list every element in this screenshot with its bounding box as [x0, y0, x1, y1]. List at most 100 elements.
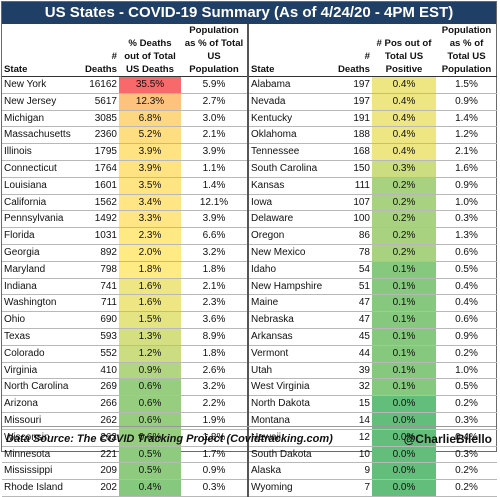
- table-row: Montana 14 0.0% 0.3%: [248, 412, 497, 430]
- population-cell: 1.4%: [436, 110, 497, 128]
- population-cell: 0.9%: [436, 93, 497, 111]
- population-cell: 3.2%: [181, 378, 247, 397]
- deaths-cell: 552: [78, 345, 119, 363]
- deaths-cell: 197: [330, 76, 372, 94]
- deaths-cell: 47: [330, 311, 372, 329]
- pct-cell: 0.4%: [372, 110, 436, 128]
- population-cell: 0.5%: [436, 378, 497, 397]
- deaths-cell: 51: [330, 278, 372, 296]
- pct-cell: 0.2%: [372, 227, 436, 245]
- population-cell: 1.5%: [436, 76, 497, 94]
- state-cell: Hawaii: [248, 429, 330, 447]
- data-source-text: Data Source: The COVID Tracking Project …: [6, 433, 333, 445]
- population-cell: 12.1%: [181, 194, 247, 212]
- state-cell: Kansas: [248, 177, 330, 195]
- population-cell: 1.8%: [181, 429, 247, 447]
- deaths-cell: 269: [78, 378, 119, 397]
- pct-cell: 0.1%: [372, 362, 436, 380]
- state-cell: North Carolina: [2, 378, 78, 397]
- column-header-deaths: # Deaths: [330, 24, 372, 77]
- table-row: New Jersey 5617 12.3% 2.7%: [2, 93, 247, 111]
- footer: Data Source: The COVID Tracking Project …: [2, 426, 496, 451]
- pct-cell: 0.2%: [372, 210, 436, 229]
- population-cell: 2.7%: [181, 93, 247, 111]
- state-cell: Wyoming: [248, 479, 330, 497]
- table-row: West Virginia 32 0.1% 0.5%: [248, 378, 497, 397]
- population-cell: 1.0%: [436, 194, 497, 212]
- left-header-row: State # Deaths % Deaths out of Total US …: [2, 24, 247, 77]
- deaths-cell: 262: [78, 429, 119, 447]
- state-cell: Mississippi: [2, 462, 78, 481]
- author-handle: @CharlieBilello: [403, 432, 492, 446]
- column-header-pct-positive: # Pos out of Total US Positive: [372, 24, 436, 77]
- state-cell: Rhode Island: [2, 479, 78, 497]
- table-row: Colorado 552 1.2% 1.8%: [2, 345, 247, 363]
- deaths-cell: 1562: [78, 194, 119, 212]
- deaths-cell: 78: [330, 244, 372, 262]
- table-row: North Carolina 269 0.6% 3.2%: [2, 378, 247, 397]
- deaths-cell: 44: [330, 345, 372, 363]
- state-cell: Pennsylvania: [2, 210, 78, 229]
- pct-cell: 3.3%: [119, 210, 181, 229]
- deaths-cell: 15: [330, 395, 372, 413]
- pct-cell: 35.5%: [119, 76, 181, 94]
- pct-cell: 3.5%: [119, 177, 181, 195]
- deaths-cell: 3085: [78, 110, 119, 128]
- population-cell: 2.6%: [181, 362, 247, 380]
- table-row: Alaska 9 0.0% 0.2%: [248, 462, 497, 481]
- pct-cell: 2.3%: [119, 227, 181, 245]
- pct-cell: 0.9%: [119, 362, 181, 380]
- table-row: Alabama 197 0.4% 1.5%: [248, 76, 497, 94]
- pct-cell: 0.0%: [372, 462, 436, 481]
- table-row: Florida 1031 2.3% 6.6%: [2, 227, 247, 245]
- pct-cell: 0.2%: [372, 244, 436, 262]
- deaths-cell: 1764: [78, 160, 119, 178]
- column-header-population: Population as % of Total US Population: [181, 24, 247, 77]
- right-table-body: Alabama 197 0.4% 1.5% Nevada 197 0.4% 0.9% Kentu…: [248, 76, 497, 497]
- population-cell: 1.6%: [436, 160, 497, 178]
- population-cell: 2.2%: [181, 395, 247, 413]
- pct-cell: 1.6%: [119, 278, 181, 296]
- table-row: Nebraska 47 0.1% 0.6%: [248, 311, 497, 329]
- pct-cell: 3.9%: [119, 143, 181, 161]
- deaths-cell: 741: [78, 278, 119, 296]
- population-cell: 3.9%: [181, 143, 247, 161]
- deaths-cell: 690: [78, 311, 119, 329]
- state-cell: Louisiana: [2, 177, 78, 195]
- table-row: Arizona 266 0.6% 2.2%: [2, 395, 247, 413]
- deaths-cell: 1031: [78, 227, 119, 245]
- table-row: North Dakota 15 0.0% 0.2%: [248, 395, 497, 413]
- deaths-cell: 100: [330, 210, 372, 229]
- column-header-state: State: [2, 24, 78, 77]
- table-row: Kentucky 191 0.4% 1.4%: [248, 110, 497, 128]
- pct-cell: 0.4%: [372, 143, 436, 161]
- population-cell: 0.6%: [436, 311, 497, 329]
- state-cell: Washington: [2, 294, 78, 313]
- population-cell: 0.9%: [181, 462, 247, 481]
- pct-cell: 0.2%: [372, 177, 436, 195]
- state-cell: Arkansas: [248, 328, 330, 346]
- pct-cell: 1.6%: [119, 294, 181, 313]
- pct-cell: 6.8%: [119, 110, 181, 128]
- population-cell: 0.2%: [436, 479, 497, 497]
- pct-cell: 1.5%: [119, 311, 181, 329]
- pct-cell: 0.1%: [372, 294, 436, 313]
- deaths-cell: 410: [78, 362, 119, 380]
- pct-cell: 3.4%: [119, 194, 181, 212]
- pct-cell: 0.3%: [372, 160, 436, 178]
- state-cell: Montana: [248, 412, 330, 430]
- table-row: California 1562 3.4% 12.1%: [2, 194, 247, 212]
- population-cell: 2.3%: [181, 294, 247, 313]
- state-cell: Utah: [248, 362, 330, 380]
- population-cell: 0.4%: [436, 294, 497, 313]
- column-header-deaths: # Deaths: [78, 24, 119, 77]
- deaths-cell: 86: [330, 227, 372, 245]
- state-cell: West Virginia: [248, 378, 330, 397]
- deaths-cell: 1795: [78, 143, 119, 161]
- table-row: Nevada 197 0.4% 0.9%: [248, 93, 497, 111]
- state-cell: Tennessee: [248, 143, 330, 161]
- table-row: Missouri 262 0.6% 1.9%: [2, 412, 247, 430]
- state-cell: Michigan: [2, 110, 78, 128]
- state-cell: Wisconsin: [2, 429, 78, 447]
- deaths-cell: 197: [330, 93, 372, 111]
